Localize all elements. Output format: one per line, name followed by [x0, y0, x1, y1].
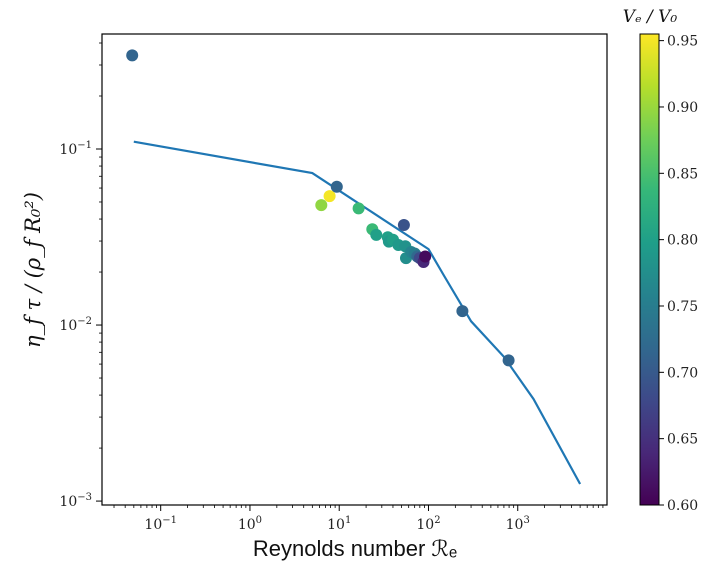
- colorbar-tick-label-5: 0.85: [667, 166, 698, 182]
- scatter-point-19: [419, 250, 432, 263]
- plot-frame: [101, 33, 608, 506]
- colorbar-tick-label-3: 0.75: [667, 299, 698, 315]
- scatter-point-20: [456, 305, 469, 318]
- colorbar-ticks: 0.60 0.65 0.70 0.75 0.80 0.85 0.90 0.95: [659, 34, 698, 514]
- y-axis-label: η_f τ / (ρ_f R₀²): [21, 192, 45, 348]
- colorbar-tick-label-7: 0.95: [667, 34, 698, 50]
- colorbar-gradient: [639, 33, 660, 506]
- colorbar-title: Vₑ / V₀: [623, 7, 678, 27]
- colorbar-tick-label-1: 0.65: [667, 432, 698, 448]
- colorbar-tick-label-4: 0.80: [667, 233, 698, 249]
- y-axis: 10−3 10−2 10−1: [59, 42, 102, 510]
- colorbar: 0.60 0.65 0.70 0.75 0.80 0.85 0.90 0.95 Vₑ / V₀: [623, 7, 698, 514]
- x-tick-label-2: 101: [327, 515, 351, 533]
- x-axis: 10−1 100 101 102 103: [113, 505, 604, 533]
- scatter-point-21: [502, 354, 515, 367]
- y-tick-label-2: 10−1: [59, 140, 92, 158]
- plot-marks: [126, 49, 582, 485]
- model-curve-line: [133, 140, 582, 485]
- scatter-point-2: [323, 190, 336, 203]
- colorbar-tick-label-0: 0.60: [667, 498, 698, 514]
- x-tick-label-3: 102: [416, 515, 440, 533]
- x-axis-label: Reynolds number ℛₑ: [253, 536, 457, 561]
- y-tick-label-0: 10−3: [59, 492, 92, 510]
- y-tick-label-1: 10−2: [59, 316, 92, 334]
- scatter-point-0: [126, 49, 139, 62]
- x-tick-label-0: 10−1: [144, 515, 177, 533]
- scatter-point-4: [352, 202, 365, 215]
- colorbar-tick-label-6: 0.90: [667, 100, 698, 116]
- x-tick-label-4: 103: [506, 515, 530, 533]
- scatter-point-11: [397, 219, 410, 231]
- scatter-point-3: [330, 180, 343, 193]
- scatter-point-1: [315, 199, 328, 212]
- x-tick-label-1: 100: [238, 515, 262, 533]
- colorbar-tick-label-2: 0.70: [667, 365, 698, 381]
- scatter-point-6: [370, 228, 383, 241]
